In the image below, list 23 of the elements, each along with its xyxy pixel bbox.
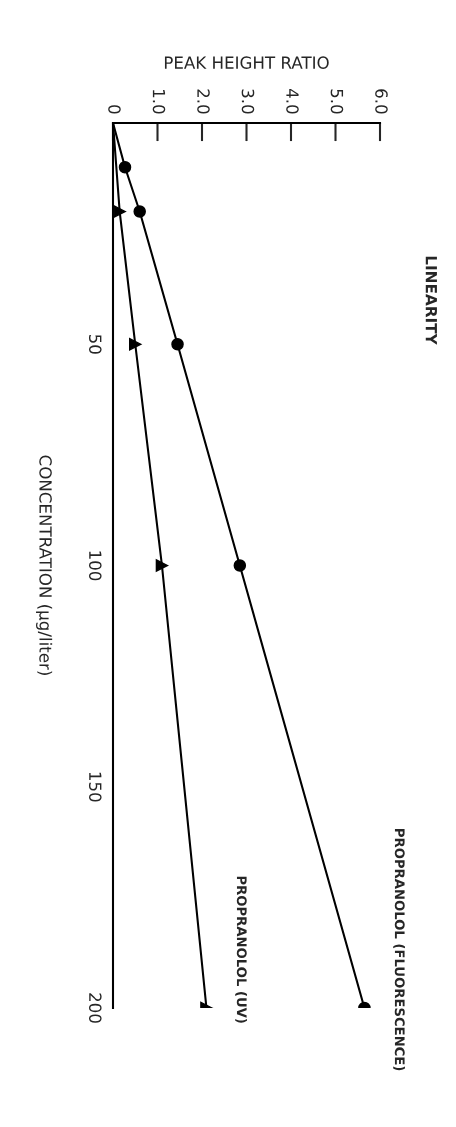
text: PROPRANOLOL (FLUORESCENCE) bbox=[393, 829, 405, 1071]
y-tick-label: 100 bbox=[88, 551, 102, 581]
point bbox=[171, 337, 184, 351]
x-tick-label: 0 bbox=[108, 105, 121, 114]
y-axis-title: CONCENTRATION (µg/liter) bbox=[36, 455, 53, 675]
x-tick-label: 6.0 bbox=[375, 89, 388, 114]
x-tick-label: 1.0 bbox=[152, 89, 166, 114]
y-tick-label: 150 bbox=[88, 772, 102, 802]
point bbox=[113, 205, 126, 218]
y-tick-label: 50 bbox=[88, 334, 102, 354]
x-axis-title: PEAK HEIGHT RATIO bbox=[164, 56, 329, 69]
point bbox=[118, 160, 132, 174]
x-tick-label: 3.0 bbox=[241, 89, 255, 114]
x-tick-label: 4.0 bbox=[286, 88, 299, 114]
point bbox=[128, 337, 142, 351]
point bbox=[233, 559, 247, 572]
x-tick-label: 5.0 bbox=[330, 89, 344, 114]
x-tick-label: 2.0 bbox=[197, 89, 210, 114]
text: LINEARITY bbox=[425, 256, 437, 345]
y-tick-label: 200 bbox=[88, 993, 102, 1023]
text: PROPRANOLOL (UV) bbox=[235, 876, 247, 1023]
point bbox=[155, 559, 169, 572]
point bbox=[133, 205, 146, 218]
